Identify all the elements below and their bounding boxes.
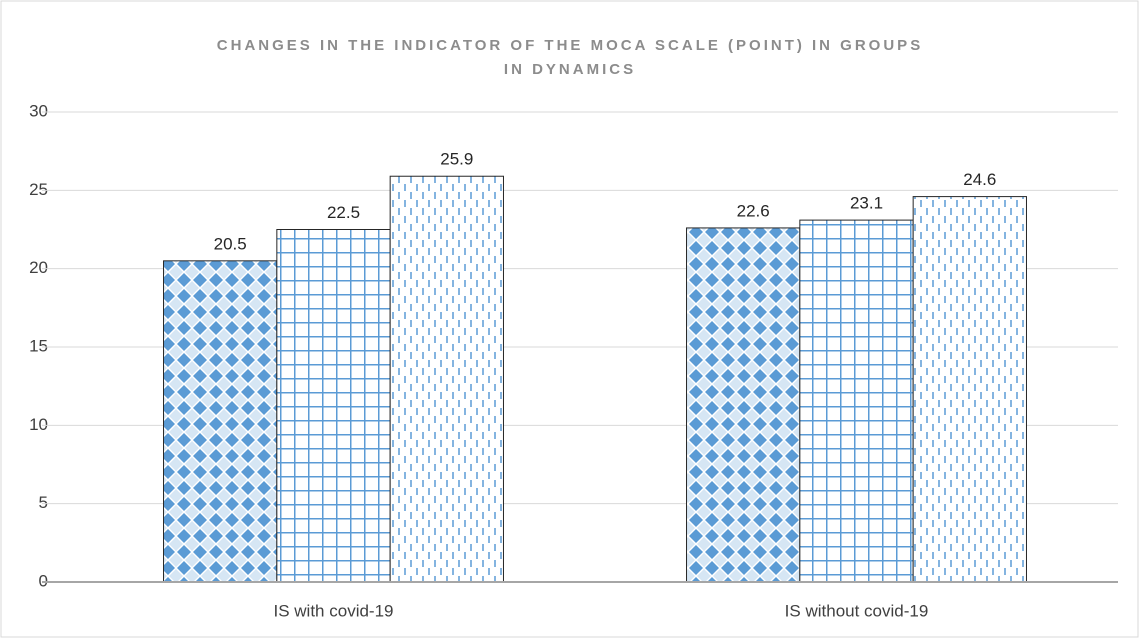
bar [799,219,914,583]
bar [912,196,1027,583]
chart-title: IN DYNAMICS [504,61,636,78]
data-label: 20.5 [214,234,247,253]
data-label: 25.9 [440,150,473,169]
y-tick-label: 10 [29,415,48,434]
data-label: 24.6 [963,170,996,189]
y-tick-label: 0 [39,571,48,590]
x-tick-label: IS without covid-19 [785,601,929,620]
bar [686,227,801,583]
data-label: 23.1 [850,194,883,213]
data-label: 22.5 [327,203,360,222]
bar [389,175,504,583]
chart-title: CHANGES IN THE INDICATOR OF THE MOCA SCA… [217,37,923,54]
y-tick-label: 25 [29,180,48,199]
y-tick-label: 15 [29,336,48,355]
bar [276,229,391,583]
y-tick-label: 5 [39,493,48,512]
x-tick-label: IS with covid-19 [274,601,394,620]
y-tick-label: 30 [29,101,48,120]
data-label: 22.6 [737,201,770,220]
bar [163,260,278,583]
y-tick-label: 20 [29,258,48,277]
